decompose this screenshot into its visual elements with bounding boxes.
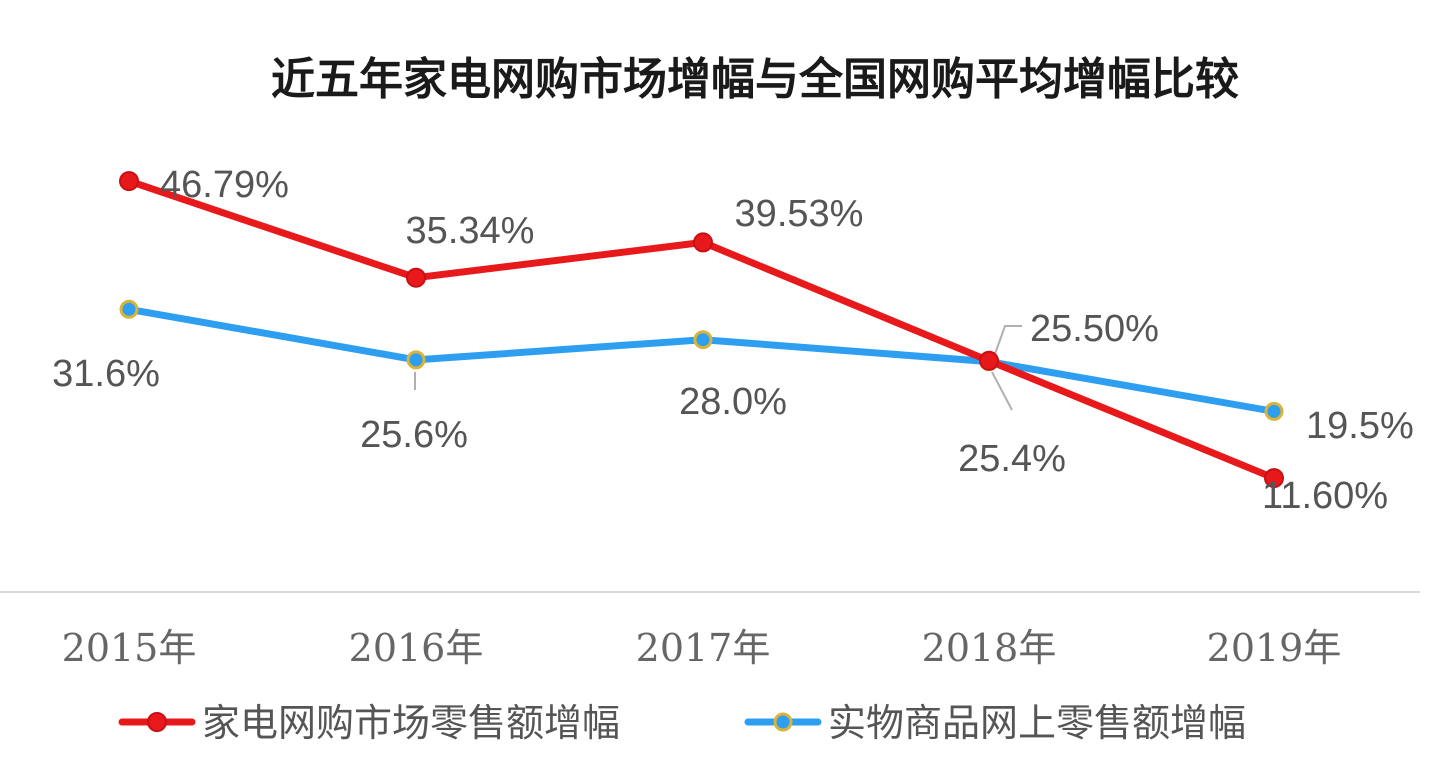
data-point-physical-5 [1264,401,1284,421]
data-point-appliance-2 [406,267,426,288]
legend-label-appliance: 家电网购市场零售额增幅 [202,701,620,745]
data-label-physical-3: 28.0% [679,381,787,423]
legend-marker-appliance [147,712,167,732]
data-label-physical-4: 25.4% [958,438,1066,480]
data-point-appliance-1 [119,171,139,192]
chart-title: 近五年家电网购市场增幅与全国网购平均增幅比较 [271,54,1239,105]
data-point-physical-1 [119,299,139,319]
data-point-appliance-5 [1264,468,1284,489]
data-label-layer: 46.79% 35.34% 39.53% 25.50% 11.60% 31.6% 25.6%… [52,164,1414,517]
data-label-appliance-4: 25.50% [1030,308,1159,350]
data-point-appliance-4 [979,350,999,371]
x-tick-label-5: 2019年 [1207,626,1342,670]
x-tick-label-2: 2016年 [349,626,484,670]
data-point-physical-3 [693,330,713,350]
legend: 家电网购市场零售额增幅 实物商品网上零售额增幅 [118,701,1246,745]
data-point-physical-2 [406,350,426,370]
data-label-physical-1: 31.6% [52,353,160,395]
data-label-physical-2: 25.6% [360,414,468,456]
data-label-physical-5: 19.5% [1306,405,1414,447]
data-point-appliance-3 [693,232,713,253]
data-label-appliance-1: 46.79% [160,164,289,206]
legend-marker-physical [773,712,793,732]
series-layer [119,171,1284,489]
x-axis-ticks: 2015年 2016年 2017年 2018年 2019年 [62,626,1342,670]
data-label-appliance-3: 39.53% [735,193,864,235]
x-tick-label-4: 2018年 [922,626,1057,670]
data-label-appliance-5: 11.60% [1262,475,1388,517]
x-tick-label-3: 2017年 [636,626,771,670]
x-tick-label-1: 2015年 [62,626,197,670]
legend-label-physical: 实物商品网上零售额增幅 [828,701,1246,745]
leader-line-2018-bottom [991,371,1013,411]
data-label-appliance-2: 35.34% [406,210,535,252]
